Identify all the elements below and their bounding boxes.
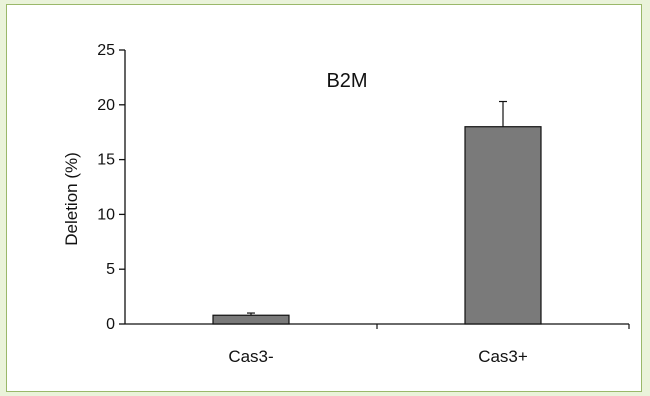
bars	[212, 100, 542, 325]
y-axis: 0 5 10 15 20 25	[97, 42, 126, 333]
y-tick-label-2: 10	[97, 206, 115, 223]
x-category-label-0: Cas3-	[228, 347, 273, 366]
y-tick-label-1: 5	[106, 261, 115, 278]
y-tick-label-0: 0	[106, 316, 115, 333]
x-axis: Cas3- Cas3+	[125, 323, 630, 366]
chart-panel: 0 5 10 15 20 25 Cas3- Cas3+ B2M Deletion (%)	[6, 4, 642, 392]
y-tick-label-5: 25	[97, 42, 115, 59]
y-axis-label: Deletion (%)	[62, 152, 81, 246]
y-tick-label-3: 15	[97, 152, 115, 169]
x-category-label-1: Cas3+	[478, 347, 528, 366]
chart-title: B2M	[326, 70, 367, 92]
bar-cas3-	[212, 314, 290, 325]
bar-chart: 0 5 10 15 20 25 Cas3- Cas3+ B2M Deletion (%)	[62, 42, 630, 366]
bar-cas3-	[464, 126, 542, 325]
y-tick-label-4: 20	[97, 97, 115, 114]
